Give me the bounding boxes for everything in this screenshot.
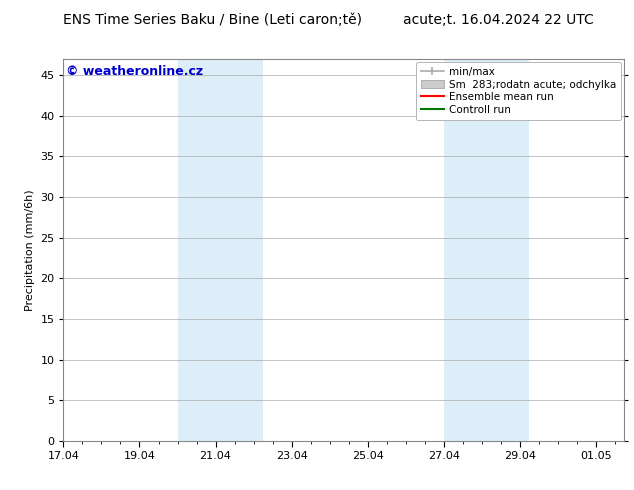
Bar — [444, 59, 529, 441]
Legend: min/max, Sm  283;rodatn acute; odchylka, Ensemble mean run, Controll run: min/max, Sm 283;rodatn acute; odchylka, … — [415, 62, 621, 120]
Text: © weatheronline.cz: © weatheronline.cz — [66, 65, 204, 77]
Text: ENS Time Series Baku / Bine (Leti caron;tě): ENS Time Series Baku / Bine (Leti caron;… — [63, 13, 363, 27]
Bar — [178, 59, 263, 441]
Y-axis label: Precipitation (mm/6h): Precipitation (mm/6h) — [25, 189, 35, 311]
Text: acute;t. 16.04.2024 22 UTC: acute;t. 16.04.2024 22 UTC — [403, 13, 593, 27]
